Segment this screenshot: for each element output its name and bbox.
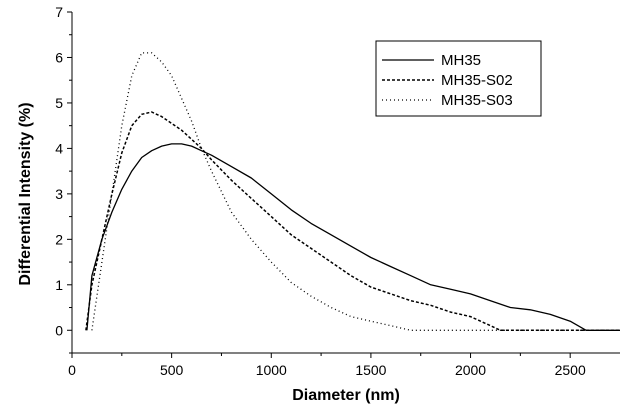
x-tick-label: 2500: [555, 362, 586, 378]
x-tick-label: 500: [160, 362, 184, 378]
y-axis-label: Differential Intensity (%): [17, 102, 34, 285]
y-axis-ticks: 0 1 2 3 4 5 6 7: [55, 4, 72, 354]
y-tick-label: 6: [55, 49, 63, 65]
y-tick-label: 7: [55, 4, 63, 20]
y-tick-label: 4: [55, 140, 63, 156]
y-tick-label: 5: [55, 95, 63, 111]
series-line-mh35-s02: [85, 111, 620, 332]
x-tick-label: 0: [68, 362, 76, 378]
x-tick-label: 2000: [455, 362, 486, 378]
x-tick-label: 1500: [355, 362, 386, 378]
x-tick-label: 1000: [256, 362, 287, 378]
legend-label-mh35-s02: MH35-S02: [441, 72, 513, 89]
legend-box: [375, 40, 542, 117]
legend: MH35 MH35-S02 MH35-S03: [375, 40, 542, 117]
series-lines: [85, 52, 620, 332]
legend-label-mh35-s03: MH35-S03: [441, 92, 513, 109]
y-tick-label: 3: [55, 186, 63, 202]
y-tick-label: 1: [55, 277, 63, 293]
x-axis-label: Diameter (nm): [292, 387, 400, 404]
x-axis-ticks: 0 500 1000 1500 2000 2500: [68, 353, 586, 378]
series-line-mh35: [86, 143, 620, 331]
plot-frame: [71, 12, 620, 354]
legend-label-mh35: MH35: [441, 52, 481, 69]
y-tick-label: 2: [55, 231, 63, 247]
y-tick-label: 0: [55, 322, 63, 338]
